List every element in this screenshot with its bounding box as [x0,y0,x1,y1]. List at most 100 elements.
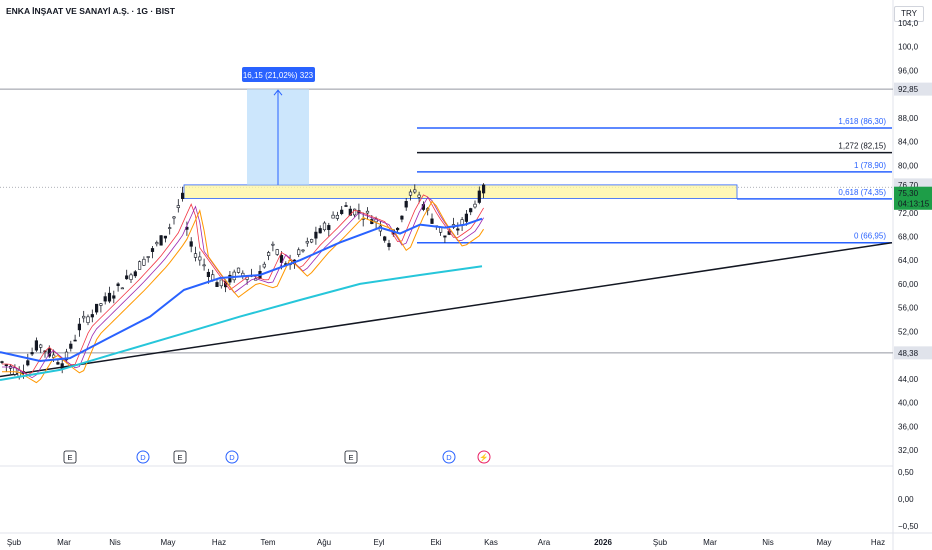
x-tick-label: Kas [484,538,498,547]
y-tick-label: 100,0 [898,43,919,52]
candle [138,261,142,270]
candle [125,275,129,280]
candle [335,214,340,219]
candle [456,228,460,231]
x-tick-label: Ağu [317,538,331,547]
price-tag-label: 48,38 [898,349,919,358]
earnings-event-icon[interactable] [173,450,187,464]
price-tag [894,186,932,200]
candle [39,344,43,348]
candle [90,314,94,318]
candle [271,243,275,246]
candle [275,249,279,255]
ema-line-blue [0,217,483,363]
candle [155,242,159,245]
ema-line-orange [2,200,485,384]
price-tag [894,346,932,360]
candle [198,256,202,261]
candle [387,243,391,247]
x-tick-label: Ara [538,538,551,547]
y-tick-label: 96,00 [898,66,919,75]
dividend-event-icon[interactable] [136,450,150,464]
y-tick-label: 52,00 [898,327,919,336]
y-tick-label: 84,00 [898,138,919,147]
x-tick-label: Mar [703,538,717,547]
candle [120,287,124,290]
candle [193,253,198,258]
x-tick-label: Nis [109,538,121,547]
y-tick-label: 44,00 [898,375,919,384]
candle [331,214,335,219]
candle [64,351,69,361]
candle [477,190,481,203]
price-tag-label: 04:13:15 [898,199,930,208]
x-tick-label: Şub [7,538,22,547]
candle [469,208,473,213]
price-tag-label: 75,30 [898,189,919,198]
x-tick-label: Eyl [373,538,384,547]
candle [413,189,417,193]
y-tick-label: 36,00 [898,422,919,431]
x-tick-label: Haz [212,538,226,547]
candle [95,303,99,313]
price-tag [894,196,932,210]
ema-line-red [2,194,484,376]
fib-level-label: 1,272 (82,15) [838,142,886,151]
candle [404,201,408,208]
candle [383,236,387,241]
candle [443,235,447,238]
candle [13,367,17,375]
event-label: D [140,453,146,462]
dividend-event-icon[interactable] [442,450,456,464]
candle [262,263,266,268]
event-label: E [67,453,72,462]
split-event-icon[interactable] [477,450,491,464]
candle [228,274,232,283]
candle [202,264,206,267]
candle [344,205,348,207]
candle [159,235,163,246]
candle [4,364,8,367]
candle [309,239,314,243]
y-tick-label: 104,0 [898,19,919,28]
ema-line-purple [2,196,484,379]
candle [327,225,331,230]
measure-label-bg [242,67,315,82]
currency-button[interactable]: TRY [894,6,924,22]
candle [103,296,107,302]
candle [189,241,193,247]
candle [142,258,146,266]
candle [34,340,38,351]
osc-tick-label: 0,00 [898,495,914,504]
event-label: D [446,453,452,462]
earnings-event-icon[interactable] [344,450,358,464]
x-tick-label: May [816,538,831,547]
candle [168,227,172,229]
price-tag [894,82,932,96]
x-tick-label: Tem [260,538,275,547]
candle [172,216,176,219]
event-label: ⚡ [479,453,488,462]
candle [150,248,155,252]
fib-level-label: 1,618 (86,30) [838,117,886,126]
resistance-zone[interactable] [183,184,738,199]
candle [133,271,137,277]
fib-level-label: 0,618 (74,35) [838,188,886,197]
candle [314,231,318,239]
candle [116,283,120,287]
y-tick-label: 80,00 [898,161,919,170]
candle [26,360,30,366]
ema-line-cyan [0,265,483,381]
candle [107,292,112,302]
trend-line[interactable] [0,241,893,378]
y-tick-label: 32,00 [898,446,919,455]
candle [365,210,370,214]
candle [69,343,73,349]
x-tick-label: May [160,538,175,547]
dividend-event-icon[interactable] [225,450,239,464]
candle [146,256,150,258]
candle [56,362,60,365]
price-tag-label: 92,85 [898,85,919,94]
earnings-event-icon[interactable] [63,450,77,464]
